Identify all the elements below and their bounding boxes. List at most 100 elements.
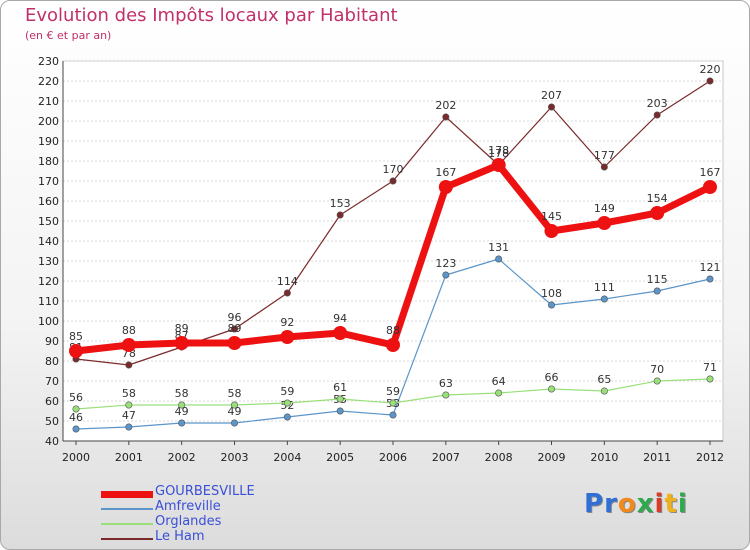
data-label-amfreville: 46 <box>69 411 83 424</box>
x-tick-label: 2010 <box>590 451 618 464</box>
point-le-ham <box>547 103 555 111</box>
point-amfreville <box>706 275 714 283</box>
y-tick-label: 60 <box>45 395 59 408</box>
chart-title: Evolution des Impôts locaux par Habitant <box>25 5 398 26</box>
data-label-orglandes: 58 <box>228 387 242 400</box>
data-label-le-ham: 178 <box>488 147 509 160</box>
data-label-orglandes: 70 <box>650 363 664 376</box>
x-tick-label: 2001 <box>115 451 143 464</box>
data-label-gourbesville: 154 <box>647 192 668 205</box>
data-label-orglandes: 64 <box>492 375 506 388</box>
point-orglandes <box>495 389 503 397</box>
legend-label: Le Ham <box>155 529 205 544</box>
point-amfreville <box>495 255 503 263</box>
legend-label: GOURBESVILLE <box>155 484 255 499</box>
point-le-ham <box>283 289 291 297</box>
data-label-orglandes: 71 <box>703 361 717 374</box>
point-le-ham <box>600 163 608 171</box>
point-amfreville <box>178 419 186 427</box>
data-label-amfreville: 49 <box>228 405 242 418</box>
data-label-amfreville: 108 <box>541 287 562 300</box>
y-tick-label: 90 <box>45 335 59 348</box>
y-tick-label: 70 <box>45 375 59 388</box>
point-gourbesville <box>650 206 665 220</box>
x-tick-label: 2009 <box>538 451 566 464</box>
point-gourbesville <box>227 336 242 350</box>
point-amfreville <box>72 425 80 433</box>
point-le-ham <box>706 77 714 85</box>
logo-letter: t <box>664 489 678 519</box>
data-label-gourbesville: 149 <box>594 202 615 215</box>
data-label-gourbesville: 167 <box>435 166 456 179</box>
y-tick-label: 230 <box>38 55 59 68</box>
point-gourbesville <box>333 326 348 340</box>
data-label-amfreville: 115 <box>647 273 668 286</box>
logo-letter: x <box>636 489 655 519</box>
legend-swatch <box>101 508 153 510</box>
logo-letter: i <box>677 489 688 519</box>
point-le-ham <box>653 111 661 119</box>
data-label-gourbesville: 94 <box>333 312 347 325</box>
point-gourbesville <box>69 344 83 358</box>
point-le-ham <box>442 113 450 121</box>
data-label-amfreville: 111 <box>594 281 615 294</box>
point-le-ham <box>231 325 239 333</box>
point-gourbesville <box>121 338 136 352</box>
data-label-gourbesville: 92 <box>280 316 294 329</box>
point-amfreville <box>600 295 608 303</box>
legend-label: Amfreville <box>155 499 221 514</box>
data-label-orglandes: 59 <box>386 385 400 398</box>
point-orglandes <box>442 391 450 399</box>
y-tick-label: 200 <box>38 115 59 128</box>
data-label-gourbesville: 145 <box>541 210 562 223</box>
point-amfreville <box>547 301 555 309</box>
data-label-le-ham: 203 <box>647 97 668 110</box>
data-label-le-ham: 96 <box>228 311 242 324</box>
x-tick-label: 2000 <box>62 451 90 464</box>
legend-swatch <box>101 523 153 525</box>
point-amfreville <box>125 423 133 431</box>
y-tick-label: 130 <box>38 255 59 268</box>
x-tick-label: 2002 <box>168 451 196 464</box>
data-label-le-ham: 170 <box>383 163 404 176</box>
point-amfreville <box>336 407 344 415</box>
data-label-le-ham: 220 <box>700 63 721 76</box>
legend-swatch <box>101 490 153 498</box>
point-le-ham <box>125 361 133 369</box>
x-tick-label: 2012 <box>696 451 724 464</box>
data-label-orglandes: 58 <box>175 387 189 400</box>
point-gourbesville <box>597 216 612 230</box>
data-label-amfreville: 47 <box>122 409 136 422</box>
point-amfreville <box>653 287 661 295</box>
data-label-gourbesville: 85 <box>69 330 83 343</box>
point-orglandes <box>653 377 661 385</box>
data-label-orglandes: 66 <box>545 371 559 384</box>
y-tick-label: 170 <box>38 175 59 188</box>
point-amfreville <box>231 419 239 427</box>
y-tick-label: 110 <box>38 295 59 308</box>
legend-label: Orglandes <box>155 514 222 529</box>
plot-area <box>62 60 724 442</box>
y-tick-label: 160 <box>38 195 59 208</box>
point-orglandes <box>72 405 80 413</box>
legend-swatch <box>101 538 153 540</box>
x-tick-label: 2007 <box>432 451 460 464</box>
data-label-orglandes: 58 <box>122 387 136 400</box>
point-amfreville <box>442 271 450 279</box>
point-gourbesville <box>438 180 453 194</box>
point-le-ham <box>389 177 397 185</box>
data-label-orglandes: 63 <box>439 377 453 390</box>
point-orglandes <box>125 401 133 409</box>
proxiti-logo: Proxiti <box>584 489 688 519</box>
point-amfreville <box>283 413 291 421</box>
data-label-le-ham: 153 <box>330 197 351 210</box>
y-tick-label: 100 <box>38 315 59 328</box>
point-orglandes <box>283 399 291 407</box>
y-tick-label: 180 <box>38 155 59 168</box>
data-label-amfreville: 121 <box>700 261 721 274</box>
data-label-amfreville: 123 <box>435 257 456 270</box>
data-label-gourbesville: 88 <box>386 324 400 337</box>
x-tick-label: 2004 <box>273 451 301 464</box>
y-tick-label: 140 <box>38 235 59 248</box>
point-orglandes <box>178 401 186 409</box>
